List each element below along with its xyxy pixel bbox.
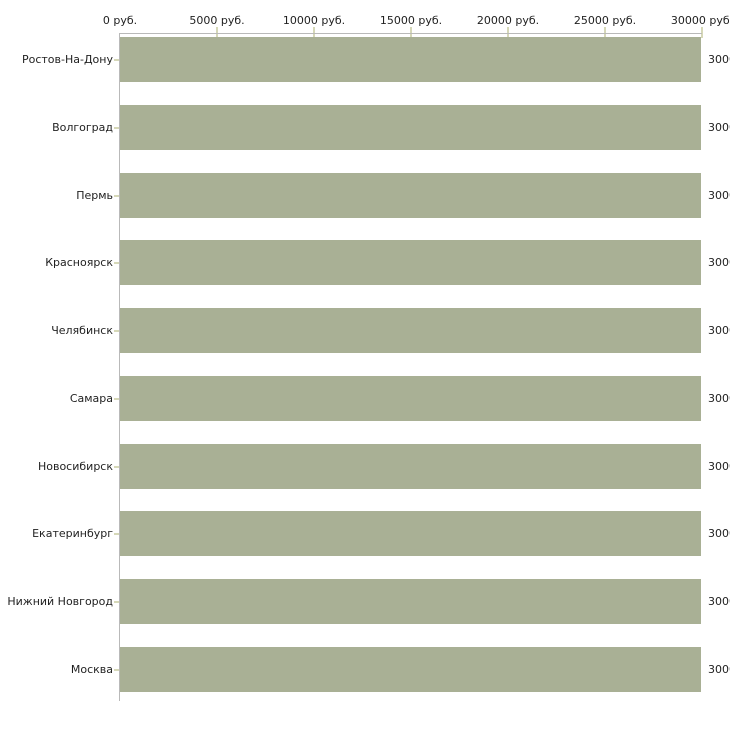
category-label: Красноярск: [45, 256, 113, 269]
y-axis-tick-mark: [114, 669, 119, 671]
x-axis-line: [119, 33, 702, 34]
bar: [120, 173, 701, 218]
x-axis-tick-label: 30000 руб.: [670, 14, 730, 27]
category-label: Самара: [69, 392, 113, 405]
x-axis-tick-label: 0 руб.: [102, 14, 138, 27]
x-axis-tick-mark: [604, 27, 606, 38]
y-axis-tick-mark: [114, 533, 119, 535]
y-axis-tick-mark: [114, 262, 119, 264]
y-axis-tick-mark: [114, 466, 119, 468]
y-axis-tick-mark: [114, 59, 119, 61]
category-label: Новосибирск: [37, 460, 113, 473]
x-axis-tick-label: 25000 руб.: [573, 14, 637, 27]
category-label: Ростов-На-Дону: [21, 53, 113, 66]
category-label: Москва: [70, 663, 113, 676]
category-label: Пермь: [76, 189, 113, 202]
x-axis-tick-label: 20000 руб.: [476, 14, 540, 27]
bar: [120, 105, 701, 150]
bar-value-label: 30000: [708, 53, 730, 66]
bar: [120, 444, 701, 489]
bar-value-label: 30000: [708, 256, 730, 269]
x-axis-tick-mark: [410, 27, 412, 38]
bar: [120, 647, 701, 692]
bar-value-label: 30000: [708, 121, 730, 134]
bar-value-label: 30000: [708, 324, 730, 337]
bar: [120, 37, 701, 82]
y-axis-tick-mark: [114, 127, 119, 129]
bar-value-label: 30000: [708, 527, 730, 540]
x-axis-tick-mark: [701, 27, 703, 38]
bar: [120, 240, 701, 285]
y-axis-tick-mark: [114, 330, 119, 332]
category-label: Волгоград: [52, 121, 113, 134]
y-axis-line: [119, 33, 120, 701]
bar: [120, 579, 701, 624]
x-axis-tick-label: 15000 руб.: [379, 14, 443, 27]
category-label: Челябинск: [51, 324, 113, 337]
category-label: Нижний Новгород: [7, 595, 113, 608]
bar-value-label: 30000: [708, 595, 730, 608]
category-label: Екатеринбург: [32, 527, 113, 540]
bar-value-label: 30000: [708, 460, 730, 473]
x-axis-tick-mark: [507, 27, 509, 38]
x-axis-tick-label: 10000 руб.: [282, 14, 346, 27]
y-axis-tick-mark: [114, 195, 119, 197]
y-axis-tick-mark: [114, 398, 119, 400]
x-axis-tick-label: 5000 руб.: [189, 14, 245, 27]
x-axis-tick-mark: [313, 27, 315, 38]
bar: [120, 308, 701, 353]
bar-value-label: 30000: [708, 189, 730, 202]
x-axis-tick-mark: [216, 27, 218, 38]
bar-value-label: 30000: [708, 392, 730, 405]
bar: [120, 511, 701, 556]
bar-value-label: 30000: [708, 663, 730, 676]
y-axis-tick-mark: [114, 601, 119, 603]
bar: [120, 376, 701, 421]
